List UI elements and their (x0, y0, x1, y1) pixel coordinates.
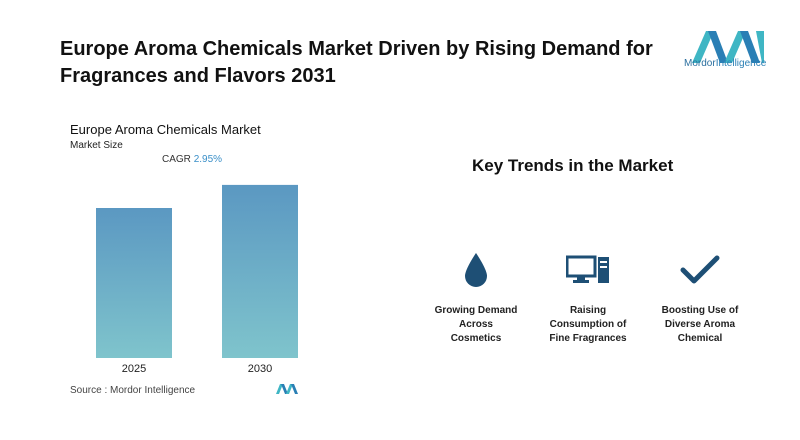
computer-icon (566, 255, 609, 283)
source-text: Source : Mordor Intelligence (70, 385, 196, 396)
bar-chart: 2025 2030 (96, 184, 298, 375)
x-tick-label: 2030 (248, 363, 272, 375)
cagr-value: 2.95% (193, 154, 223, 165)
trend-label: Raising Consumption of Fine Fragrances (549, 305, 627, 344)
chart-title: Europe Aroma Chemicals Market (70, 122, 261, 137)
trend-label: Boosting Use of Diverse Aroma Chemical (661, 305, 739, 344)
mini-logo-icon (276, 384, 298, 394)
trend-item-fragrances: Raising Consumption of Fine Fragrances (533, 250, 643, 346)
mordor-intelligence-logo (692, 31, 764, 63)
trend-label: Growing Demand Across Cosmetics (434, 305, 518, 344)
cagr-label: CAGR 2.95% (162, 154, 223, 165)
key-trends-title: Key Trends in the Market (472, 156, 674, 175)
trend-item-cosmetics: Growing Demand Across Cosmetics (421, 250, 531, 346)
droplet-icon (465, 253, 487, 287)
bar-2025 (96, 208, 172, 358)
bar-2030 (222, 184, 298, 358)
checkmark-icon (680, 255, 720, 284)
x-tick-label: 2025 (122, 363, 146, 375)
chart-subtitle: Market Size (70, 140, 123, 151)
logo-text: MordorIntelligence (684, 58, 767, 69)
trend-item-aroma-chemical: Boosting Use of Diverse Aroma Chemical (645, 250, 755, 346)
page-title: Europe Aroma Chemicals Market Driven by … (60, 38, 653, 87)
